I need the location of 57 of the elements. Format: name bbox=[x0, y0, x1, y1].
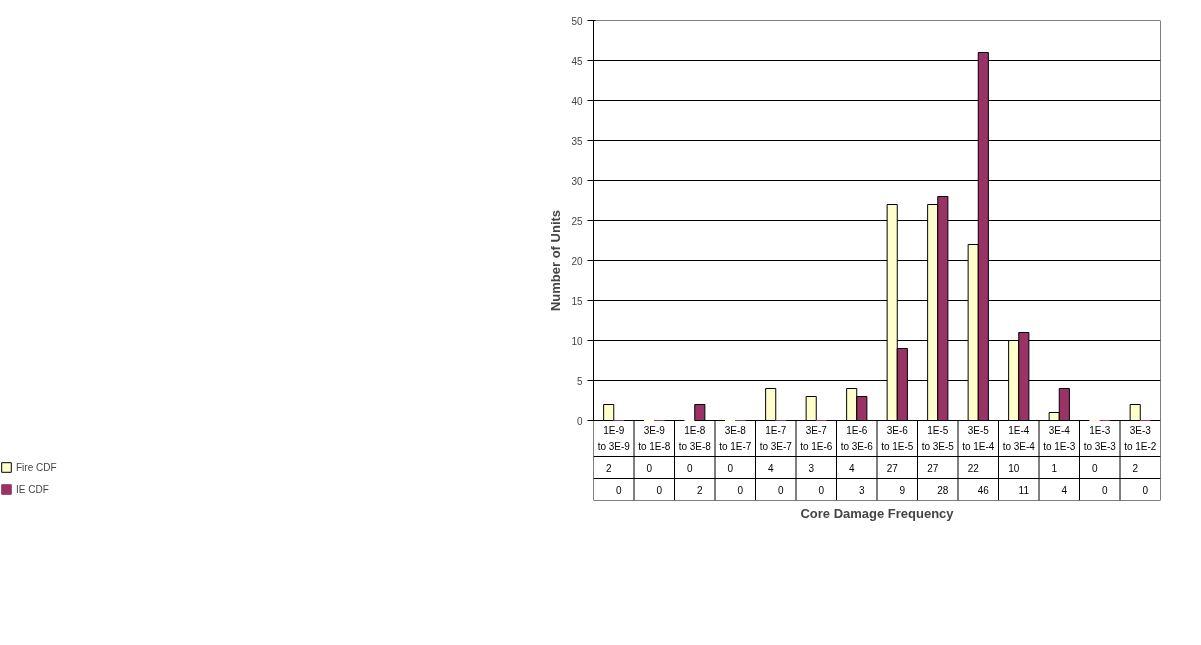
y-tick-label: 5 bbox=[576, 375, 583, 387]
data-label: 27 bbox=[886, 462, 899, 474]
data-label: 9 bbox=[899, 484, 906, 496]
y-tick-label: 35 bbox=[571, 135, 583, 147]
y-tick-label: 40 bbox=[571, 95, 583, 107]
y-tick-label: 30 bbox=[571, 175, 583, 187]
data-label: 28 bbox=[937, 484, 949, 496]
y-tick-label: 15 bbox=[571, 295, 583, 307]
x-tick-label: 3E-4 to 1E-3 bbox=[1043, 424, 1076, 452]
x-tick-label: 3E-3 to 1E-2 bbox=[1124, 424, 1157, 452]
x-tick-label: 1E-4 to 3E-4 bbox=[1002, 424, 1036, 452]
data-label: 2 bbox=[1132, 462, 1139, 474]
x-tick-label: 1E-8 to 3E-8 bbox=[678, 424, 712, 452]
x-tick-label: 3E-8 to 1E-7 bbox=[719, 424, 752, 452]
x-tick-label: 1E-6 to 3E-6 bbox=[840, 424, 874, 452]
data-label: 27 bbox=[927, 462, 939, 474]
x-tick-label: 1E-5 to 3E-5 bbox=[921, 424, 955, 452]
y-tick-label: 25 bbox=[571, 215, 583, 227]
data-label: 3 bbox=[859, 484, 866, 496]
legend-label: IE CDF bbox=[16, 482, 49, 497]
data-label: 2 bbox=[697, 484, 704, 496]
data-label: 0 bbox=[686, 462, 693, 474]
x-tick-label: 3E-5 to 1E-4 bbox=[962, 424, 995, 452]
y-tick-label: 45 bbox=[571, 55, 583, 67]
x-tick-label: 3E-6 to 1E-5 bbox=[881, 424, 914, 452]
x-tick-label: 3E-9 to 1E-8 bbox=[638, 424, 671, 452]
data-label: 4 bbox=[848, 462, 855, 474]
x-tick-label: 3E-7 to 1E-6 bbox=[800, 424, 833, 452]
y-tick-label: 10 bbox=[571, 335, 583, 347]
data-label: 0 bbox=[727, 462, 734, 474]
x-axis-title: Core Damage Frequency bbox=[800, 505, 955, 521]
x-tick-label: 1E-7 to 3E-7 bbox=[759, 424, 793, 452]
data-label: 3 bbox=[808, 462, 815, 474]
y-tick-label: 0 bbox=[576, 415, 583, 427]
y-axis-title: Number of Units bbox=[548, 209, 564, 312]
y-tick-label: 50 bbox=[571, 15, 583, 27]
data-label: 0 bbox=[616, 484, 623, 496]
data-label: 0 bbox=[818, 484, 825, 496]
data-label: 0 bbox=[1102, 484, 1109, 496]
x-tick-label: 1E-9 to 3E-9 bbox=[597, 424, 631, 452]
legend-label: Fire CDF bbox=[16, 460, 57, 475]
data-label: 0 bbox=[656, 484, 663, 496]
data-label: 2 bbox=[605, 462, 612, 474]
data-label: 46 bbox=[977, 484, 990, 496]
data-label: 0 bbox=[1142, 484, 1149, 496]
data-label: 0 bbox=[1091, 462, 1098, 474]
x-tick-label: 1E-3 to 3E-3 bbox=[1083, 424, 1117, 452]
data-label: 0 bbox=[737, 484, 744, 496]
data-label: 1 bbox=[1051, 462, 1058, 474]
data-label: 0 bbox=[646, 462, 653, 474]
data-label: 10 bbox=[1008, 462, 1020, 474]
data-label: 4 bbox=[767, 462, 774, 474]
data-label: 11 bbox=[1018, 484, 1030, 496]
data-label: 0 bbox=[778, 484, 785, 496]
data-label: 4 bbox=[1061, 484, 1068, 496]
y-tick-label: 20 bbox=[571, 255, 583, 267]
data-label: 22 bbox=[967, 462, 980, 474]
